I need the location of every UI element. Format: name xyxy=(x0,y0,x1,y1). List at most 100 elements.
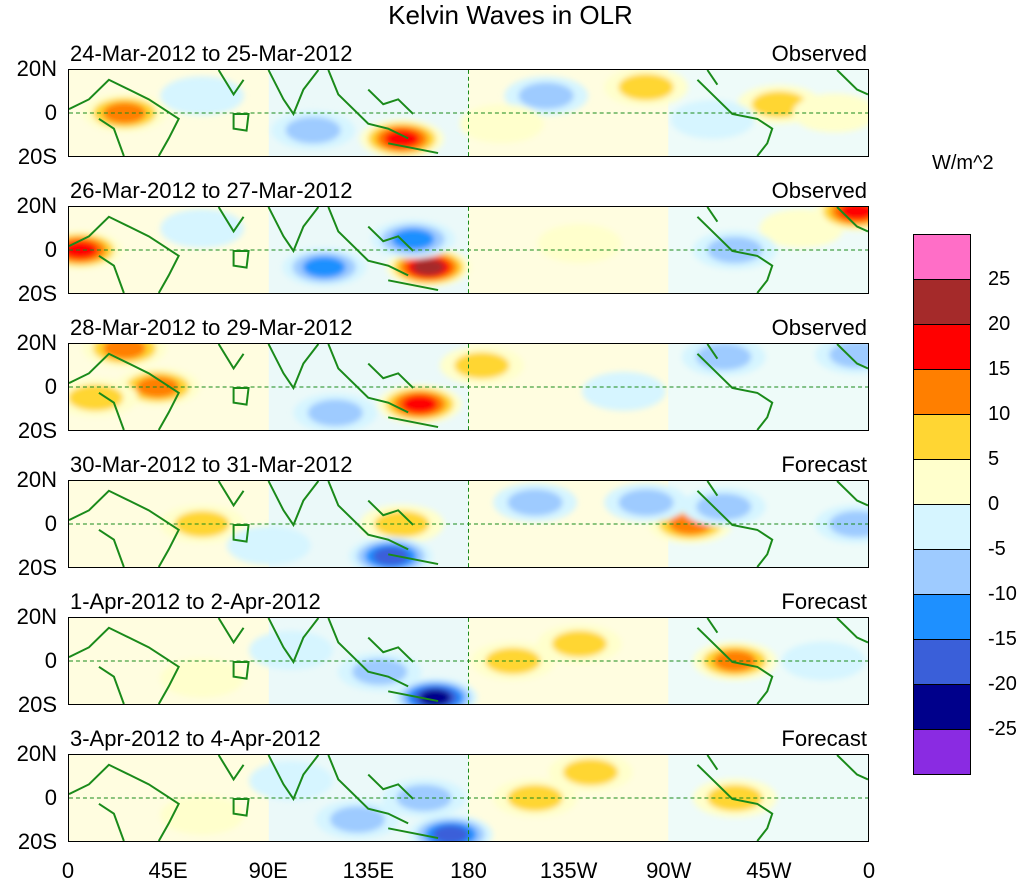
coastline xyxy=(98,392,125,430)
panel-date-range: 24-Mar-2012 to 25-Mar-2012 xyxy=(70,41,353,66)
colorbar-swatch xyxy=(913,595,971,640)
map-panel: 24-Mar-2012 to 25-Mar-2012 Observed xyxy=(68,43,869,157)
coastline xyxy=(327,481,409,551)
anomaly-contour xyxy=(537,224,622,264)
anomaly-contour xyxy=(432,825,469,841)
coastline xyxy=(327,618,409,688)
coastline xyxy=(327,70,409,140)
colorbar-swatch xyxy=(913,325,971,370)
panel-status: Observed xyxy=(771,178,867,203)
anomaly-contour xyxy=(518,82,574,110)
lat-tick-label: 20N xyxy=(16,604,57,629)
coastlines xyxy=(69,618,868,704)
map-panel: 30-Mar-2012 to 31-Mar-2012 Forecast xyxy=(68,454,869,568)
lat-tick-label: 20S xyxy=(17,829,57,854)
olr-anomaly-map xyxy=(68,480,869,568)
coastline xyxy=(98,118,125,156)
coastline xyxy=(217,207,245,234)
lon-tick-label: 45E xyxy=(148,858,188,883)
coastline xyxy=(217,344,245,371)
anomaly-contour xyxy=(329,806,386,833)
coastline xyxy=(69,489,181,567)
chart-title: Kelvin Waves in OLR xyxy=(388,0,633,30)
anomaly-contour xyxy=(412,259,445,276)
olr-anomaly-map xyxy=(68,617,869,705)
colorbar-label: -25 xyxy=(988,718,1017,740)
coastline xyxy=(217,755,245,782)
anomaly-contour xyxy=(391,228,435,250)
anomaly-contour xyxy=(374,510,430,538)
coastline xyxy=(367,499,414,526)
anomaly-contour xyxy=(307,399,363,427)
coastline xyxy=(388,827,439,840)
anomaly-contour xyxy=(485,647,541,675)
anomaly-contour xyxy=(507,784,563,812)
anomaly-contour xyxy=(136,376,180,398)
coastline xyxy=(217,481,245,508)
colorbar-label: -15 xyxy=(988,628,1017,650)
coastline xyxy=(69,78,181,156)
coastline xyxy=(267,70,320,117)
colorbar-swatch xyxy=(913,505,971,550)
lat-tick-label: 20N xyxy=(16,330,57,355)
lon-tick-label: 180 xyxy=(450,858,487,883)
coastline xyxy=(367,636,414,663)
coastlines xyxy=(69,70,868,156)
coastline xyxy=(836,207,868,233)
lat-tick-label: 0 xyxy=(44,648,57,673)
panel-status: Forecast xyxy=(781,589,867,614)
coastline xyxy=(69,626,181,704)
colorbar-swatch xyxy=(913,234,971,280)
coastline xyxy=(232,524,250,543)
coastline xyxy=(327,755,409,825)
olr-anomaly-map xyxy=(68,754,869,842)
coastline xyxy=(98,803,125,841)
colorbar-label: -10 xyxy=(988,583,1017,605)
lon-tick-label: 45W xyxy=(746,858,792,883)
colorbar-label: 5 xyxy=(988,448,1000,470)
coastline xyxy=(367,773,414,800)
lat-tick-label: 0 xyxy=(44,237,57,262)
coastline xyxy=(69,215,181,293)
lat-tick-label: 20S xyxy=(17,281,57,306)
lat-tick-label: 20S xyxy=(17,692,57,717)
lat-tick-label: 20S xyxy=(17,144,57,169)
coastline xyxy=(388,142,439,155)
coastline xyxy=(217,70,245,97)
coastline xyxy=(327,344,409,414)
coastline xyxy=(267,207,320,254)
lat-tick-label: 0 xyxy=(44,511,57,536)
colorbar-label: 25 xyxy=(988,268,1011,290)
colorbar-label: 15 xyxy=(988,358,1011,380)
lon-tick-label: 135E xyxy=(342,858,395,883)
lon-tick-label: 135W xyxy=(539,858,598,883)
coastline xyxy=(267,755,320,802)
anomaly-contour xyxy=(396,784,452,812)
coastline xyxy=(232,250,250,269)
anomaly-contour xyxy=(249,630,333,670)
anomaly-contour xyxy=(459,104,544,144)
anomaly-contour xyxy=(696,344,752,371)
panel-date-range: 26-Mar-2012 to 27-Mar-2012 xyxy=(70,178,353,203)
anomaly-contour xyxy=(751,91,807,118)
anomaly-contour xyxy=(160,795,245,835)
coastline xyxy=(98,666,125,704)
anomaly-contour xyxy=(670,99,755,139)
coastline xyxy=(327,207,409,277)
coastlines xyxy=(69,344,868,430)
colorbar-label: 10 xyxy=(988,403,1011,425)
coastline xyxy=(232,661,250,680)
coastline xyxy=(836,481,868,507)
anomaly-contour xyxy=(160,76,245,116)
coastline xyxy=(706,755,719,771)
coastline xyxy=(232,798,250,817)
coastline xyxy=(367,225,414,252)
colorbar-swatch xyxy=(913,550,971,595)
anomaly-contour xyxy=(829,510,868,538)
anomaly-contour xyxy=(696,493,752,521)
lat-tick-label: 0 xyxy=(44,374,57,399)
coastline xyxy=(696,627,774,704)
colorbar-units: W/m^2 xyxy=(932,152,994,174)
olr-anomaly-map xyxy=(68,206,869,294)
coastline xyxy=(98,255,125,293)
